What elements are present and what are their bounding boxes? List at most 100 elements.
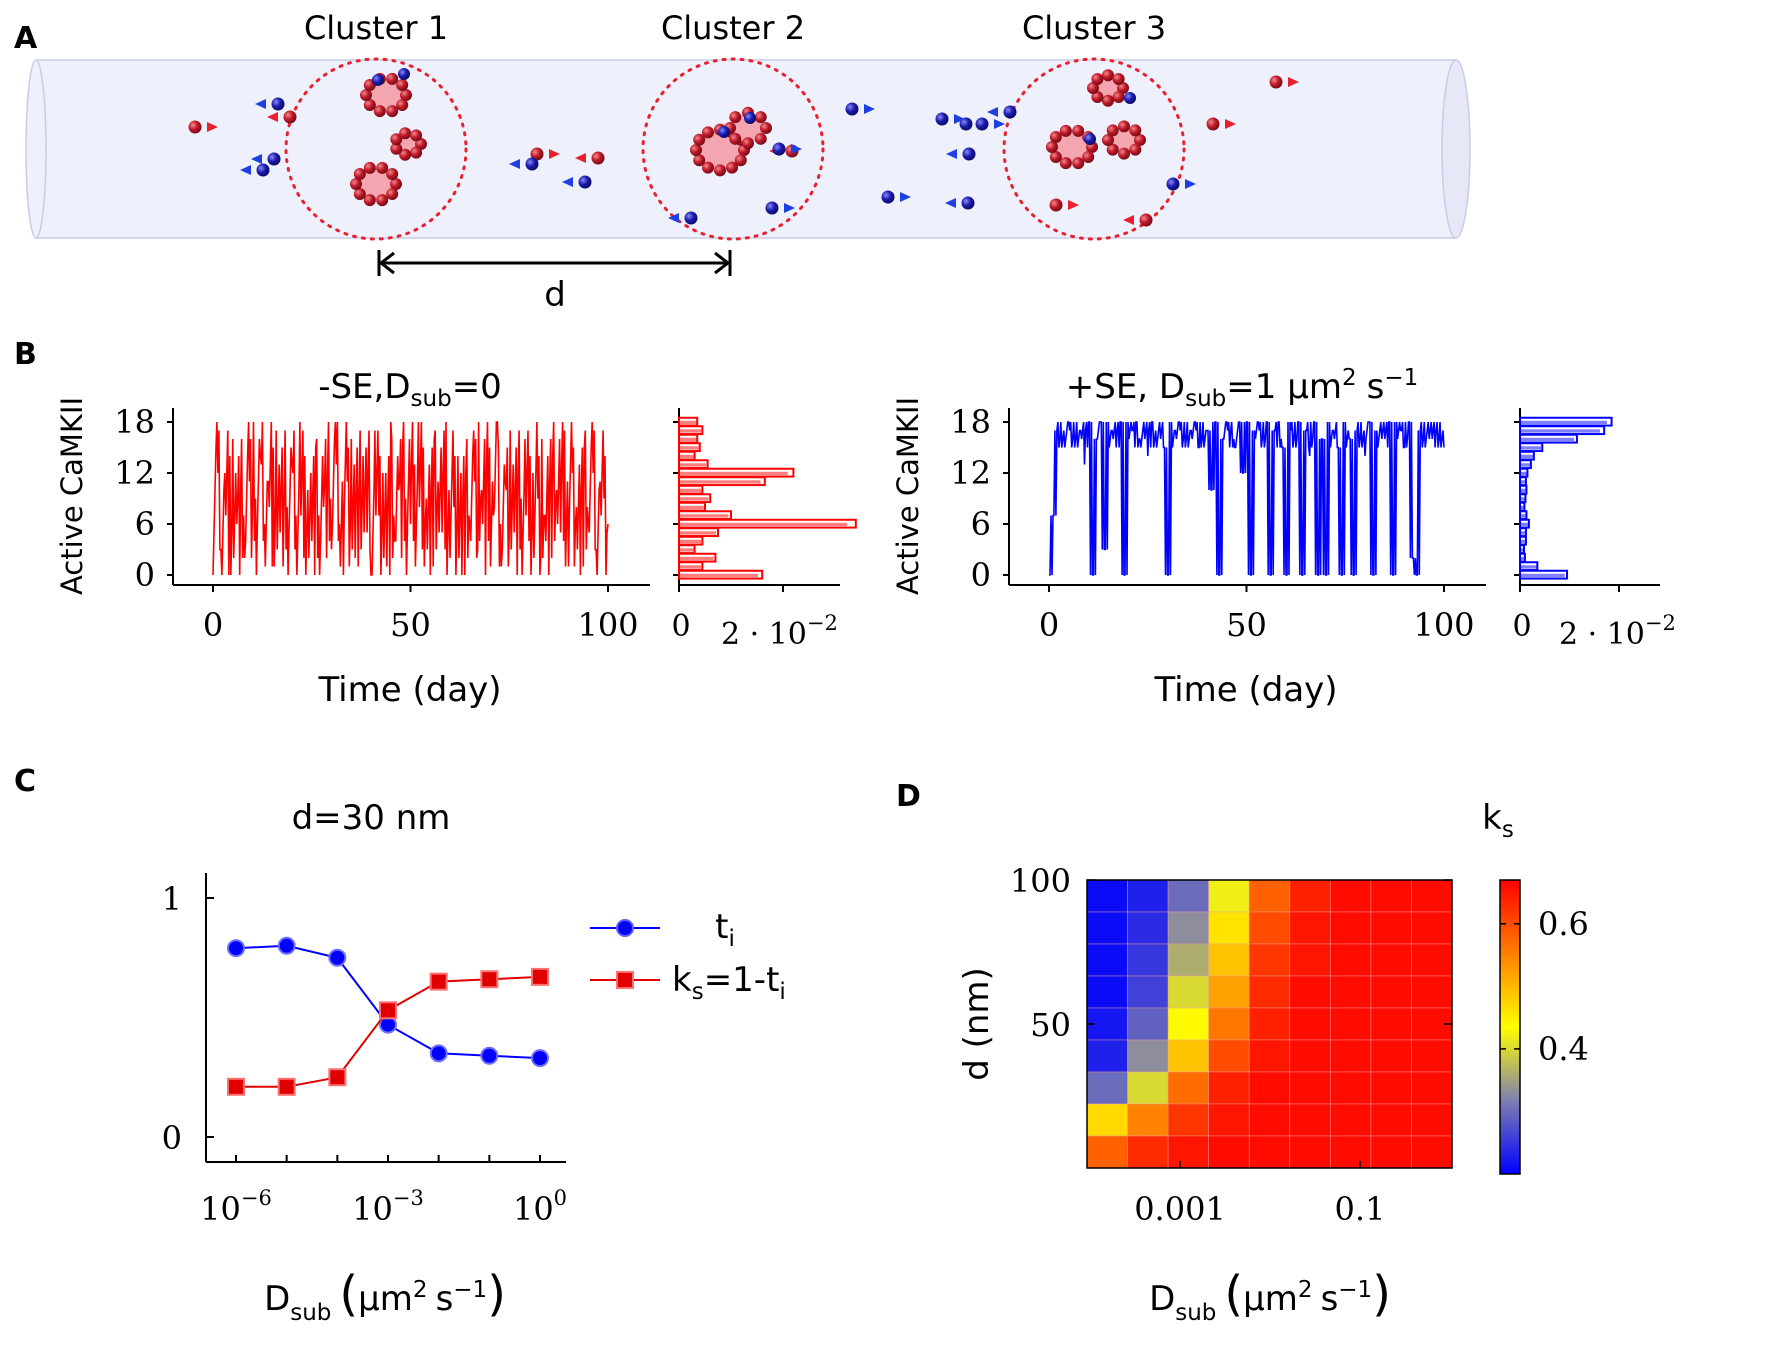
direction-arrow [1288, 77, 1299, 87]
hist-bar-fill [679, 471, 788, 476]
subunit [363, 98, 376, 111]
hist-bar-fill [1520, 565, 1537, 569]
heatmap-cell [1208, 911, 1250, 945]
x-tick-label: 100 [577, 606, 638, 644]
cluster-3-label: Cluster 3 [1022, 9, 1166, 47]
chart-b-right: +SE, Dsub=1 μm2 s−1 Active CaMKII 0612180… [891, 365, 1676, 710]
hist-bar-fill [1520, 531, 1526, 535]
subunit [353, 168, 366, 181]
panel-b: B -SE,Dsub=0 Active CaMKII 0 6 12 18 0 50 100 … [14, 337, 1676, 710]
chart-d-colorbar-label: ks [1482, 798, 1514, 843]
free-active [575, 151, 605, 165]
direction-arrow [1123, 215, 1134, 225]
hist-bar-fill [1520, 471, 1528, 476]
subunit [734, 154, 747, 167]
holoenzyme-core [1056, 131, 1088, 163]
monomer [1269, 75, 1283, 89]
subunit [760, 122, 772, 134]
holoenzyme [390, 127, 427, 161]
monomer [684, 211, 698, 225]
subunit [1118, 147, 1130, 160]
subunit [726, 161, 738, 174]
x-tick-label: 100 [1413, 606, 1474, 644]
point-ti [328, 948, 347, 967]
hist-bar-fill [679, 497, 709, 501]
heatmap-cell [1329, 943, 1372, 977]
subunit [1091, 91, 1104, 104]
legend-ks-marker [616, 971, 634, 989]
heatmap-cell [1329, 1135, 1372, 1169]
direction-arrow [575, 153, 586, 163]
subunit [1059, 157, 1072, 170]
point-ks [480, 970, 499, 989]
chart-d-xlabel: Dsub (μm2 s−1) [1149, 1266, 1391, 1326]
cluster-2-boundary [641, 57, 825, 241]
chart-b-left-ylabel: Active CaMKII [55, 397, 89, 595]
hist-bar-fill [679, 429, 702, 433]
heatmap-cell [1411, 879, 1453, 913]
subunit [363, 161, 376, 174]
y-tick-label: 0 [162, 1119, 182, 1157]
hist-bar-fill [679, 505, 704, 510]
heatmap-cell [1248, 1135, 1291, 1169]
y-tick-label: 6 [135, 505, 155, 543]
chart-d-colorbar-ticks: 0.4 0.6 [1500, 905, 1589, 1068]
subunit [693, 154, 706, 167]
hist-bar-fill [679, 488, 702, 493]
subunit [1134, 134, 1146, 146]
hist-bar-fill [1520, 437, 1575, 442]
subunit [702, 161, 714, 174]
heatmap-cell [1167, 943, 1210, 977]
inactive-subunit [372, 74, 384, 86]
heatmap-cell [1289, 1039, 1331, 1073]
point-ti [480, 1046, 499, 1065]
heatmap-cell [1086, 879, 1128, 913]
chart-b-right-ylabel: Active CaMKII [891, 397, 925, 595]
direction-arrow [240, 165, 251, 175]
hist-bar-fill [679, 480, 761, 484]
direction-arrow [784, 203, 795, 213]
heatmap-cell [1248, 911, 1291, 945]
heatmap-cell [1127, 1007, 1169, 1041]
heatmap-cell [1167, 879, 1210, 913]
free-active [1123, 213, 1153, 227]
direction-arrow [987, 107, 998, 117]
free-inactive [765, 201, 795, 215]
chart-d-heatmap [1086, 879, 1453, 1169]
subunit [1072, 124, 1085, 137]
chart-b-right-series-line [1049, 421, 1445, 576]
subunit [1072, 157, 1085, 170]
hist-bar-fill [1520, 454, 1534, 459]
monomer [591, 151, 605, 165]
subunit [410, 129, 423, 142]
free-inactive [255, 97, 285, 111]
chart-b-left-series-line [212, 421, 609, 576]
subunit [350, 178, 362, 190]
colorbar-tick-label: 0.4 [1538, 1030, 1589, 1068]
panel-label-a: A [14, 21, 38, 56]
point-ti [277, 936, 296, 955]
chart-d-ticks: 0.001 0.1 50 100 [1010, 862, 1452, 1228]
hist-bar-fill [679, 522, 847, 527]
subunit [1118, 120, 1130, 133]
heatmap-cell [1289, 911, 1331, 945]
heatmap-cell [1329, 879, 1372, 913]
heatmap-cell [1208, 943, 1250, 977]
subunit [390, 178, 402, 190]
monomer [283, 110, 297, 124]
y-tick-label: 0 [135, 556, 155, 594]
heatmap-cell [1167, 1103, 1210, 1137]
subunit [714, 164, 726, 177]
hist-bar-fill [1520, 446, 1542, 450]
subunit [1091, 72, 1104, 85]
heatmap-cell [1411, 975, 1453, 1009]
heatmap-cell [1370, 1071, 1412, 1105]
subunit [1106, 143, 1119, 156]
heatmap-cell [1370, 879, 1412, 913]
monomer [935, 112, 949, 126]
hist-bar-fill [1520, 548, 1524, 552]
colorbar-tick-label: 0.6 [1538, 905, 1589, 943]
y-tick-label: 0 [971, 556, 991, 594]
direction-arrow [1185, 179, 1196, 189]
heatmap-cell [1208, 1071, 1250, 1105]
